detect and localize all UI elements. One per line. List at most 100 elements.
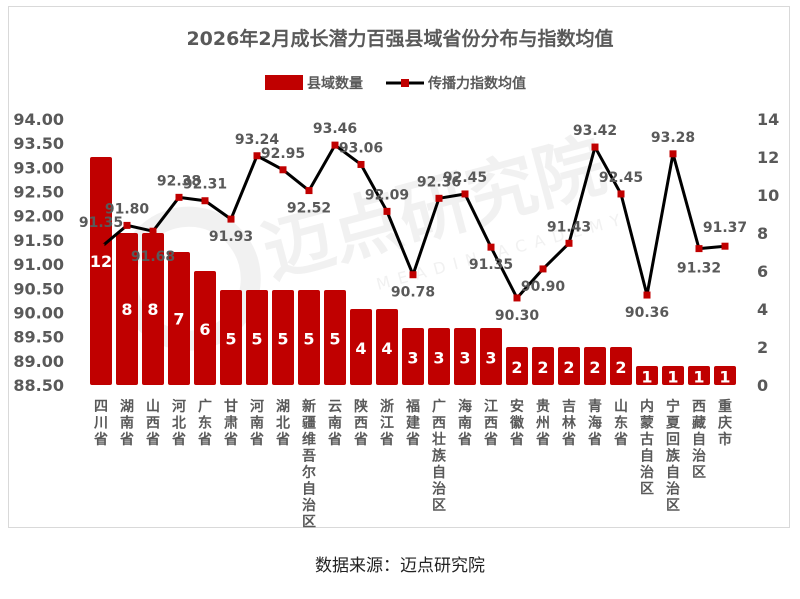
category-label-char: 自 xyxy=(640,448,654,465)
category-label-char: 内 xyxy=(640,398,654,415)
line-value-label: 91.32 xyxy=(677,261,721,277)
bar-value-label: 5 xyxy=(303,330,314,349)
bar xyxy=(168,252,190,385)
category-label-char: 治 xyxy=(302,497,316,514)
category-label-char: 省 xyxy=(509,431,524,448)
category-label-char: 藏 xyxy=(692,415,706,432)
category-label: 宁夏回族自治区 xyxy=(666,398,681,514)
line-point xyxy=(253,152,261,160)
line-value-label: 93.28 xyxy=(651,130,695,146)
category-label-char: 回 xyxy=(666,432,680,448)
line-point xyxy=(383,207,391,215)
bar xyxy=(298,290,320,385)
bar-value-label: 12 xyxy=(90,252,112,271)
category-label: 河北省 xyxy=(171,398,186,448)
legend-item-line[interactable]: 传播力指数均值 xyxy=(386,75,526,92)
category-label-char: 省 xyxy=(93,431,108,448)
category-label-char: 自 xyxy=(666,464,680,481)
category-label-char: 省 xyxy=(249,431,264,448)
category-label-char: 夏 xyxy=(666,415,681,432)
category-label-char: 省 xyxy=(353,431,368,448)
line-value-label: 92.09 xyxy=(365,187,409,203)
category-label: 浙江省 xyxy=(379,398,394,448)
category-label-char: 省 xyxy=(223,431,238,448)
bar xyxy=(350,309,372,385)
line-value-label: 92.95 xyxy=(261,146,305,162)
category-label-char: 市 xyxy=(718,431,732,448)
left-axis-tick-label: 93.50 xyxy=(13,134,64,153)
category-label-char: 贵 xyxy=(536,398,550,415)
line-value-label: 91.35 xyxy=(79,215,123,231)
line-value-label: 92.38 xyxy=(157,173,201,189)
category-label-char: 林 xyxy=(562,415,576,432)
category-label-char: 西 xyxy=(432,416,446,432)
bar-value-label: 4 xyxy=(381,339,392,358)
line-value-label: 91.35 xyxy=(469,257,513,273)
right-axis-tick-label: 6 xyxy=(757,262,768,281)
category-label-char: 省 xyxy=(275,431,290,448)
bar-value-label: 3 xyxy=(433,349,444,368)
category-label-char: 疆 xyxy=(302,416,316,432)
category-label: 青海省 xyxy=(587,398,602,448)
line-point xyxy=(97,243,105,251)
legend-marker-swatch xyxy=(401,79,409,87)
bar-value-label: 1 xyxy=(667,368,678,387)
line-point xyxy=(305,187,313,195)
legend-item-bar[interactable]: 县域数量 xyxy=(265,75,363,92)
category-label: 安徽省 xyxy=(509,398,525,448)
line-point xyxy=(201,197,209,205)
category-label-char: 蒙 xyxy=(640,415,654,432)
category-label-char: 省 xyxy=(405,431,420,448)
category-label-char: 浙 xyxy=(380,398,394,415)
category-label-char: 徽 xyxy=(509,415,525,432)
bar xyxy=(532,347,554,385)
line-value-label: 91.68 xyxy=(131,249,175,265)
line-point xyxy=(409,271,417,279)
line-value-label: 92.31 xyxy=(183,177,227,193)
category-label: 云南省 xyxy=(327,399,342,448)
category-label: 重庆市 xyxy=(718,398,732,448)
category-label: 新疆维吾尔自治区 xyxy=(302,398,316,531)
bar-value-label: 4 xyxy=(355,339,366,358)
category-label-char: 自 xyxy=(302,481,316,498)
category-label-char: 西 xyxy=(354,416,368,432)
bar xyxy=(272,290,294,385)
bar xyxy=(636,366,658,385)
category-label-char: 省 xyxy=(379,431,394,448)
line-value-label: 93.42 xyxy=(573,123,617,139)
category-label-char: 新 xyxy=(302,398,316,415)
category-label: 贵州省 xyxy=(535,398,550,448)
bar-value-label: 3 xyxy=(407,349,418,368)
category-label-char: 山 xyxy=(146,399,160,415)
line-point xyxy=(539,265,547,273)
category-label: 吉林省 xyxy=(561,398,576,448)
left-axis-tick-label: 90.50 xyxy=(13,279,64,298)
line-value-label: 93.46 xyxy=(313,121,357,137)
line-value-label: 92.36 xyxy=(417,174,461,190)
category-label-char: 省 xyxy=(535,431,550,448)
right-axis-tick-label: 0 xyxy=(757,376,768,395)
line-point xyxy=(513,294,521,302)
line-value-label: 92.45 xyxy=(443,170,487,186)
right-axis-tick-label: 4 xyxy=(757,300,768,319)
bar xyxy=(428,328,450,385)
category-label-char: 治 xyxy=(432,481,446,498)
category-label: 西藏自治区 xyxy=(692,399,706,481)
category-label: 湖南省 xyxy=(119,399,134,448)
line-series: 91.3591.8091.6892.3892.3191.9393.2492.95… xyxy=(79,121,747,324)
category-label: 广西壮族自治区 xyxy=(432,398,447,514)
category-label-char: 江 xyxy=(484,398,498,415)
line-value-label: 91.43 xyxy=(547,219,591,235)
left-axis-tick-label: 93.00 xyxy=(13,158,64,177)
bar-value-label: 8 xyxy=(121,300,132,319)
category-label-char: 重 xyxy=(718,398,732,415)
category-label-char: 区 xyxy=(640,482,654,498)
legend-label-bar: 县域数量 xyxy=(307,75,363,92)
category-label-char: 陕 xyxy=(354,398,368,415)
left-axis-tick-label: 92.00 xyxy=(13,207,64,226)
category-label-char: 海 xyxy=(458,398,472,415)
category-label-char: 壮 xyxy=(432,431,446,448)
bar xyxy=(220,290,242,385)
category-label-char: 东 xyxy=(198,415,212,432)
line-point xyxy=(695,245,703,253)
